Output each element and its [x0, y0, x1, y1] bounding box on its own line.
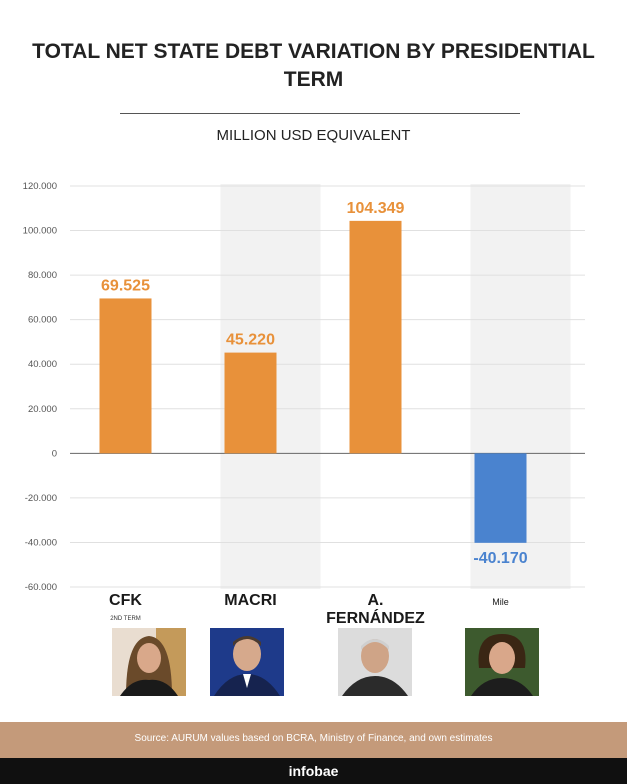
- bar-chart: 120.000 100.000 80.000 60.000 40.000 20.000 0 -…: [23, 181, 585, 590]
- y-tick-label: -20.000: [25, 493, 57, 504]
- bar: [349, 220, 402, 454]
- category-label-macri: MACRI: [224, 592, 277, 609]
- source-note: Source: AURUM values based on BCRA, Mini…: [134, 733, 493, 744]
- brand-bar: [0, 758, 627, 784]
- category-label-fernandez: A. FERNÁNDEZ: [326, 592, 425, 627]
- bar: [474, 453, 527, 543]
- chart-title: TOTAL NET STATE DEBT VARIATION BY PRESID…: [32, 40, 595, 91]
- value-label: 45.220: [226, 332, 275, 349]
- bar: [99, 298, 152, 454]
- y-tick-label: 120.000: [23, 181, 57, 192]
- y-tick-label: 0: [52, 448, 57, 459]
- category-sublabel-cfk: 2ND TERM: [110, 616, 141, 622]
- y-tick-label: 20.000: [28, 404, 57, 415]
- chart-subtitle: MILLION USD EQUIVALENT: [216, 127, 411, 144]
- y-tick-label: -60.000: [25, 582, 57, 590]
- bar: [224, 352, 277, 454]
- category-label-milei: Mile: [492, 597, 509, 607]
- milei-photo: [465, 628, 539, 696]
- fernandez-photo: [338, 628, 412, 696]
- y-tick-label: 100.000: [23, 226, 57, 237]
- brand-logo: infobae: [288, 763, 339, 779]
- category-label-cfk: CFK: [109, 592, 142, 609]
- y-tick-label: 60.000: [28, 315, 57, 326]
- title-divider: [120, 113, 520, 114]
- y-tick-label: -40.000: [25, 537, 57, 548]
- value-label: -40.170: [473, 550, 527, 567]
- cfk-photo: [112, 628, 186, 696]
- y-tick-label: 40.000: [28, 359, 57, 370]
- value-label: 104.349: [347, 200, 405, 217]
- value-label: 69.525: [101, 277, 150, 294]
- source-band: [0, 722, 627, 758]
- macri-photo: [210, 628, 284, 696]
- y-tick-label: 80.000: [28, 270, 57, 281]
